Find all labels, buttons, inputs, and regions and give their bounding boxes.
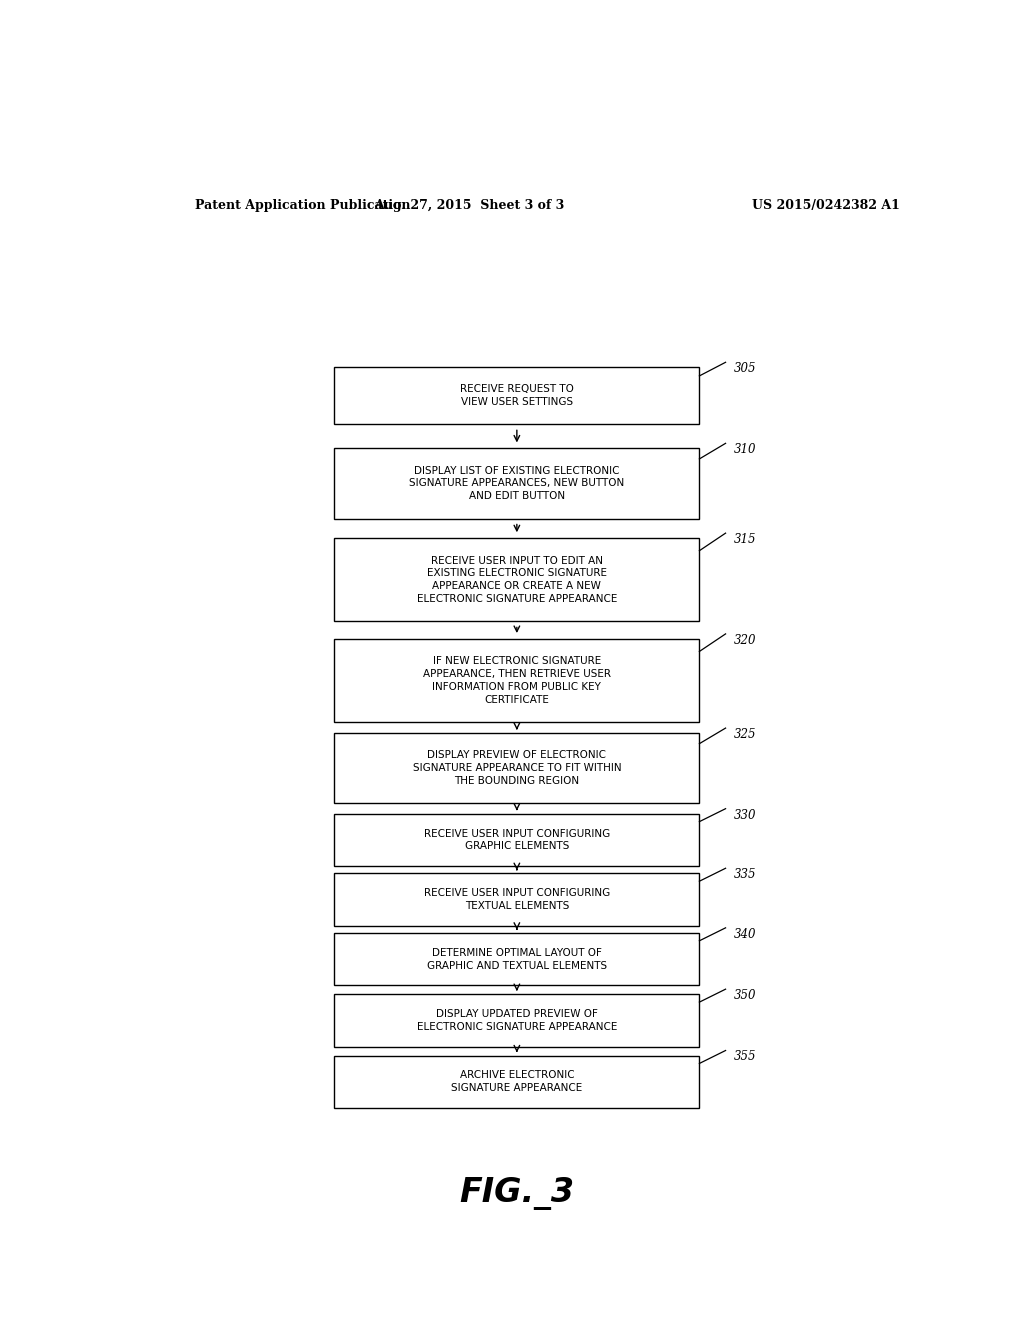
Text: 355: 355 (733, 1051, 756, 1064)
Text: ARCHIVE ELECTRONIC
SIGNATURE APPEARANCE: ARCHIVE ELECTRONIC SIGNATURE APPEARANCE (452, 1071, 583, 1093)
FancyBboxPatch shape (334, 1056, 699, 1109)
Text: DISPLAY LIST OF EXISTING ELECTRONIC
SIGNATURE APPEARANCES, NEW BUTTON
AND EDIT B: DISPLAY LIST OF EXISTING ELECTRONIC SIGN… (410, 466, 625, 502)
Text: 340: 340 (733, 928, 756, 941)
FancyBboxPatch shape (334, 813, 699, 866)
Text: US 2015/0242382 A1: US 2015/0242382 A1 (753, 198, 900, 211)
FancyBboxPatch shape (334, 449, 699, 519)
FancyBboxPatch shape (334, 994, 699, 1047)
Text: IF NEW ELECTRONIC SIGNATURE
APPEARANCE, THEN RETRIEVE USER
INFORMATION FROM PUBL: IF NEW ELECTRONIC SIGNATURE APPEARANCE, … (423, 656, 611, 705)
Text: Aug. 27, 2015  Sheet 3 of 3: Aug. 27, 2015 Sheet 3 of 3 (374, 198, 564, 211)
Text: 305: 305 (733, 362, 756, 375)
Text: 325: 325 (733, 729, 756, 741)
Text: DISPLAY UPDATED PREVIEW OF
ELECTRONIC SIGNATURE APPEARANCE: DISPLAY UPDATED PREVIEW OF ELECTRONIC SI… (417, 1008, 617, 1032)
Text: 335: 335 (733, 869, 756, 882)
Text: 315: 315 (733, 533, 756, 546)
FancyBboxPatch shape (334, 933, 699, 986)
FancyBboxPatch shape (334, 539, 699, 622)
Text: RECEIVE USER INPUT TO EDIT AN
EXISTING ELECTRONIC SIGNATURE
APPEARANCE OR CREATE: RECEIVE USER INPUT TO EDIT AN EXISTING E… (417, 556, 617, 605)
FancyBboxPatch shape (334, 639, 699, 722)
Text: DETERMINE OPTIMAL LAYOUT OF
GRAPHIC AND TEXTUAL ELEMENTS: DETERMINE OPTIMAL LAYOUT OF GRAPHIC AND … (427, 948, 607, 970)
Text: Patent Application Publication: Patent Application Publication (196, 198, 411, 211)
Text: 350: 350 (733, 989, 756, 1002)
Text: RECEIVE REQUEST TO
VIEW USER SETTINGS: RECEIVE REQUEST TO VIEW USER SETTINGS (460, 384, 573, 408)
FancyBboxPatch shape (334, 874, 699, 925)
Text: FIG._3: FIG._3 (460, 1176, 574, 1209)
Text: 330: 330 (733, 809, 756, 821)
Text: DISPLAY PREVIEW OF ELECTRONIC
SIGNATURE APPEARANCE TO FIT WITHIN
THE BOUNDING RE: DISPLAY PREVIEW OF ELECTRONIC SIGNATURE … (413, 750, 622, 785)
FancyBboxPatch shape (334, 733, 699, 804)
Text: RECEIVE USER INPUT CONFIGURING
TEXTUAL ELEMENTS: RECEIVE USER INPUT CONFIGURING TEXTUAL E… (424, 888, 610, 911)
Text: RECEIVE USER INPUT CONFIGURING
GRAPHIC ELEMENTS: RECEIVE USER INPUT CONFIGURING GRAPHIC E… (424, 829, 610, 851)
FancyBboxPatch shape (334, 367, 699, 424)
Text: 310: 310 (733, 444, 756, 457)
Text: 320: 320 (733, 634, 756, 647)
